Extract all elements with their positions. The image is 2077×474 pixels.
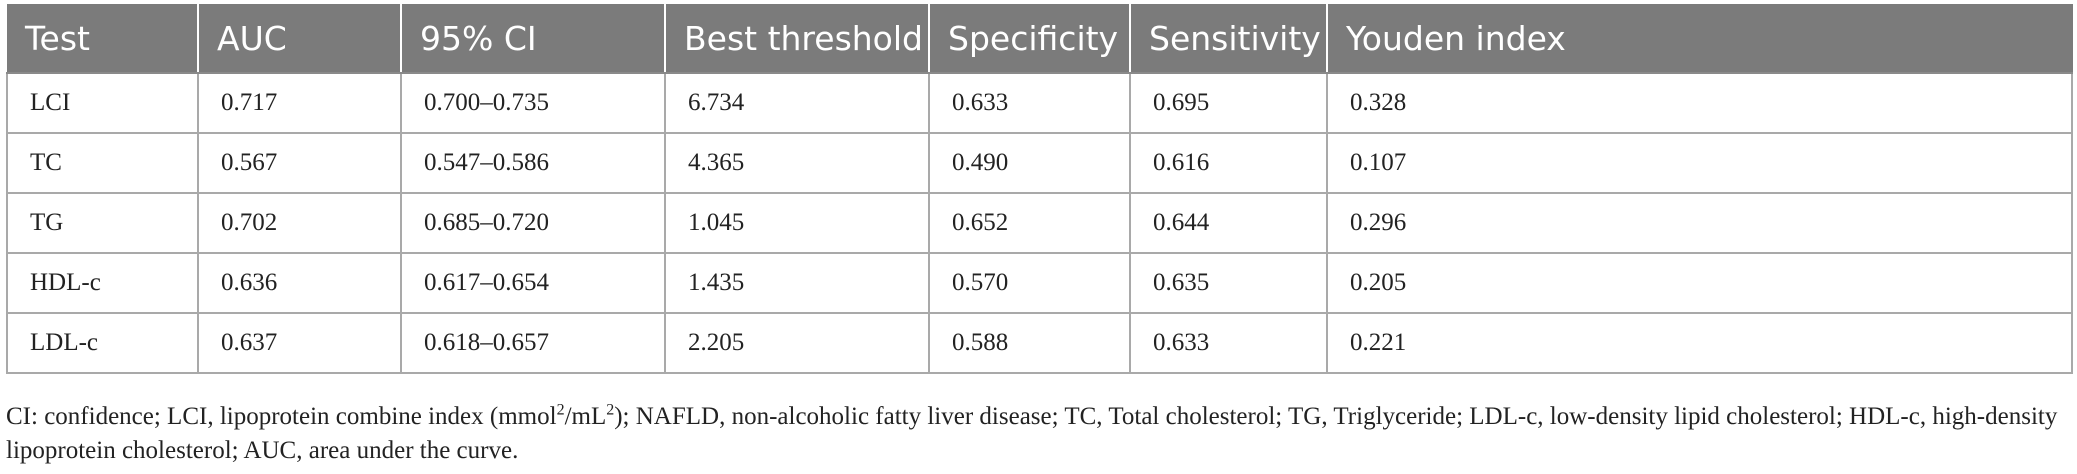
- cell-ci: 0.700–0.735: [400, 72, 666, 134]
- cell-specificity: 0.588: [928, 312, 1131, 374]
- cell-auc: 0.702: [197, 192, 402, 254]
- column-header-specificity: Specificity: [929, 4, 1131, 74]
- footnote-text-1: CI: confidence; LCI, lipoprotein combine…: [6, 403, 557, 430]
- footnote-superscript-1: 2: [556, 401, 565, 419]
- cell-youden-index: 0.328: [1326, 72, 2073, 134]
- cell-test: HDL-c: [6, 252, 199, 314]
- cell-auc: 0.567: [197, 132, 402, 194]
- cell-test: LCI: [6, 72, 199, 134]
- cell-youden-index: 0.107: [1326, 132, 2073, 194]
- cell-sensitivity: 0.695: [1129, 72, 1328, 134]
- cell-best-threshold: 4.365: [664, 132, 930, 194]
- cell-ci: 0.685–0.720: [400, 192, 666, 254]
- results-table-container: Test AUC 95% CI Best threshold Specifici…: [6, 4, 2073, 374]
- table-row: TG 0.702 0.685–0.720 1.045 0.652 0.644 0…: [6, 192, 2073, 254]
- column-header-best-threshold: Best threshold: [665, 4, 930, 74]
- cell-best-threshold: 6.734: [664, 72, 930, 134]
- cell-best-threshold: 1.045: [664, 192, 930, 254]
- column-header-youden-index: Youden index: [1327, 4, 2073, 74]
- table-footnote: CI: confidence; LCI, lipoprotein combine…: [6, 400, 2071, 468]
- table-row: TC 0.567 0.547–0.586 4.365 0.490 0.616 0…: [6, 132, 2073, 194]
- cell-test: TC: [6, 132, 199, 194]
- roc-results-table: Test AUC 95% CI Best threshold Specifici…: [6, 4, 2073, 374]
- column-header-ci: 95% CI: [401, 4, 666, 74]
- cell-specificity: 0.652: [928, 192, 1131, 254]
- cell-ci: 0.618–0.657: [400, 312, 666, 374]
- cell-auc: 0.717: [197, 72, 402, 134]
- cell-best-threshold: 2.205: [664, 312, 930, 374]
- cell-sensitivity: 0.635: [1129, 252, 1328, 314]
- footnote-superscript-2: 2: [606, 401, 615, 419]
- cell-test: TG: [6, 192, 199, 254]
- footnote-text-3: ); NAFLD, non-alcoholic fatty liver dise…: [6, 403, 2058, 464]
- cell-youden-index: 0.296: [1326, 192, 2073, 254]
- cell-specificity: 0.570: [928, 252, 1131, 314]
- cell-sensitivity: 0.644: [1129, 192, 1328, 254]
- cell-specificity: 0.633: [928, 72, 1131, 134]
- cell-auc: 0.636: [197, 252, 402, 314]
- table-row: LCI 0.717 0.700–0.735 6.734 0.633 0.695 …: [6, 72, 2073, 134]
- table-header-row: Test AUC 95% CI Best threshold Specifici…: [7, 4, 2073, 74]
- cell-youden-index: 0.221: [1326, 312, 2073, 374]
- cell-ci: 0.547–0.586: [400, 132, 666, 194]
- cell-ci: 0.617–0.654: [400, 252, 666, 314]
- cell-auc: 0.637: [197, 312, 402, 374]
- column-header-auc: AUC: [198, 4, 402, 74]
- cell-sensitivity: 0.616: [1129, 132, 1328, 194]
- footnote-text-2: /mL: [564, 403, 607, 430]
- cell-youden-index: 0.205: [1326, 252, 2073, 314]
- column-header-sensitivity: Sensitivity: [1130, 4, 1328, 74]
- cell-best-threshold: 1.435: [664, 252, 930, 314]
- cell-sensitivity: 0.633: [1129, 312, 1328, 374]
- column-header-test: Test: [7, 4, 199, 74]
- cell-specificity: 0.490: [928, 132, 1131, 194]
- cell-test: LDL-c: [6, 312, 199, 374]
- table-row: HDL-c 0.636 0.617–0.654 1.435 0.570 0.63…: [6, 252, 2073, 314]
- table-row: LDL-c 0.637 0.618–0.657 2.205 0.588 0.63…: [6, 312, 2073, 374]
